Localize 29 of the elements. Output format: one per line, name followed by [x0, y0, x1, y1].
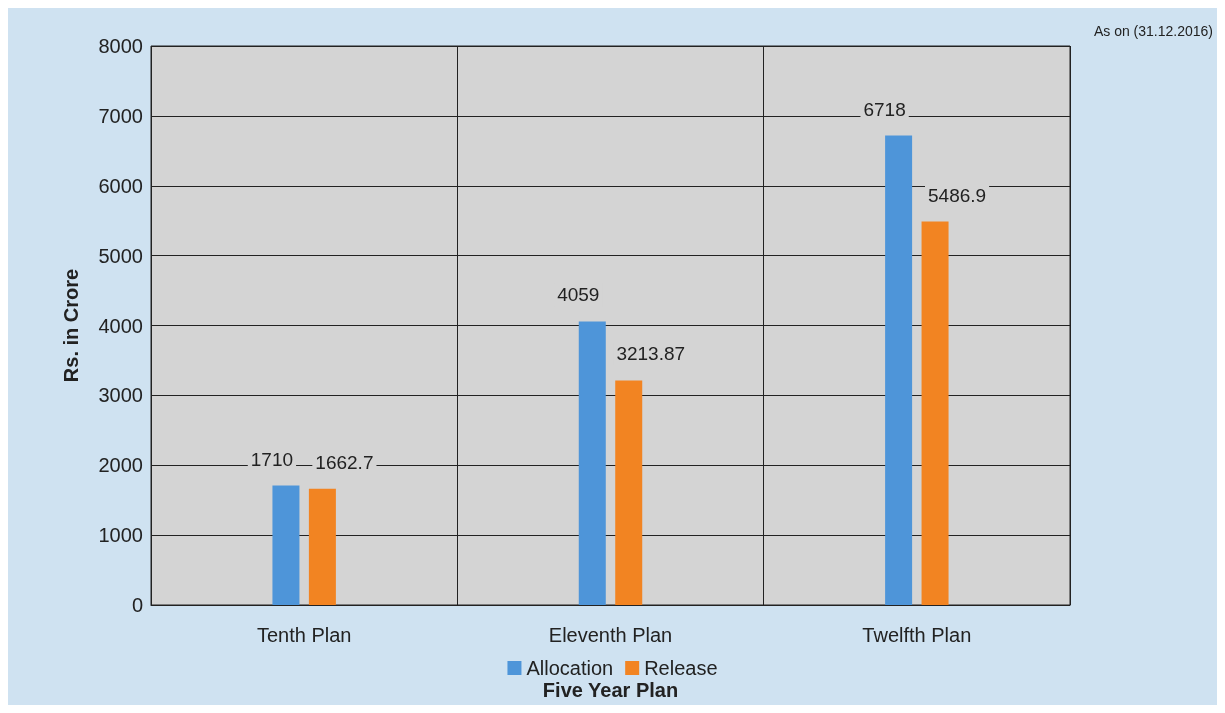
y-tick-label: 1000 [98, 524, 143, 547]
legend-label: Allocation [526, 657, 614, 679]
x-tick-label: Tenth Plan [256, 624, 352, 646]
bar [615, 380, 643, 605]
data-label: 1662.7 [315, 451, 374, 473]
x-tick-label: Twelfth Plan [862, 624, 972, 646]
y-tick-label: 2000 [98, 454, 143, 477]
y-tick-label: 4000 [98, 314, 143, 337]
y-tick-label: 0 [131, 594, 143, 616]
data-label: 5486.9 [928, 184, 987, 206]
x-axis-title: Five Year Plan [542, 679, 679, 701]
y-tick-label: 6000 [98, 174, 143, 197]
text: As on (31.12.2016) [1093, 23, 1214, 39]
data-label: 1710 [250, 448, 294, 470]
bar [578, 321, 606, 605]
legend-label: Release [644, 657, 718, 679]
data-label: 4059 [557, 284, 600, 306]
bar [885, 135, 913, 605]
data-label: 6718 [863, 98, 906, 120]
x-tick-label: Eleventh Plan [548, 624, 673, 646]
bar [308, 488, 336, 605]
y-tick-label: 5000 [98, 244, 143, 267]
y-tick-label: 3000 [98, 384, 143, 407]
y-axis-title: Rs. in Crore [60, 268, 82, 383]
y-tick-label: 8000 [98, 35, 143, 57]
bar [921, 221, 949, 605]
y-tick-label: 7000 [98, 104, 143, 127]
bar [272, 485, 300, 605]
data-label: 3213.87 [616, 343, 686, 365]
